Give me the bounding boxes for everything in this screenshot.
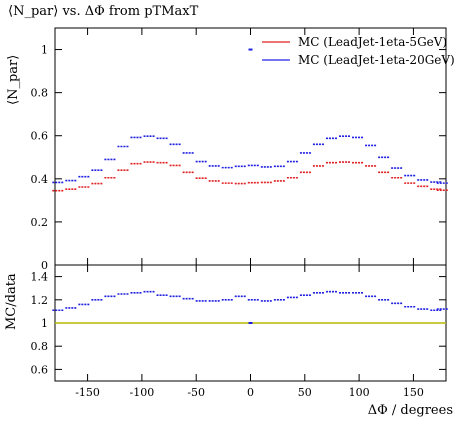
marker [248, 48, 253, 51]
chart-title: ⟨N_par⟩ vs. ΔΦ from pTMaxT [8, 4, 199, 19]
y-tick-label: 0.2 [31, 216, 49, 229]
x-axis-label: ΔΦ / degrees [367, 403, 453, 418]
marker [248, 322, 253, 324]
y-tick-label: 1.4 [31, 271, 49, 284]
x-tick-label: -50 [187, 386, 205, 399]
legend-label-1: MC (LeadJet-1eta-5GeV) [298, 35, 447, 49]
x-tick-label: 100 [349, 386, 370, 399]
legend: MC (LeadJet-1eta-5GeV) MC (LeadJet-1eta-… [262, 35, 455, 67]
ratio-panel: 0.6 0.8 1 1.2 1.4 -150 -100 -50 0 50 100 150 [31, 264, 449, 399]
y-tick-label: 1.2 [31, 294, 49, 307]
x-tick-label: -100 [130, 386, 155, 399]
y-axis-label-main: ⟨N_par⟩ [6, 54, 21, 105]
y-tick-label: 0.6 [31, 130, 49, 143]
x-tick-label: 50 [298, 386, 312, 399]
y-tick-label: 1 [41, 317, 48, 330]
y-tick-label: 0 [41, 259, 48, 272]
x-tick-label: 150 [403, 386, 424, 399]
y-tick-label: 0.8 [31, 87, 49, 100]
legend-label-2: MC (LeadJet-1eta-20GeV) [298, 53, 455, 67]
x-tick-label: 0 [247, 386, 254, 399]
y-axis-label-ratio: MC/data [4, 273, 19, 330]
y-tick-label: 0.8 [31, 340, 49, 353]
y-tick-label: 1 [41, 44, 48, 57]
y-tick-label: 0.4 [31, 173, 49, 186]
x-tick-label: -150 [75, 386, 100, 399]
y-tick-label: 0.6 [31, 363, 49, 376]
main-panel: 0 0.2 0.4 0.6 0.8 1 [31, 27, 449, 272]
